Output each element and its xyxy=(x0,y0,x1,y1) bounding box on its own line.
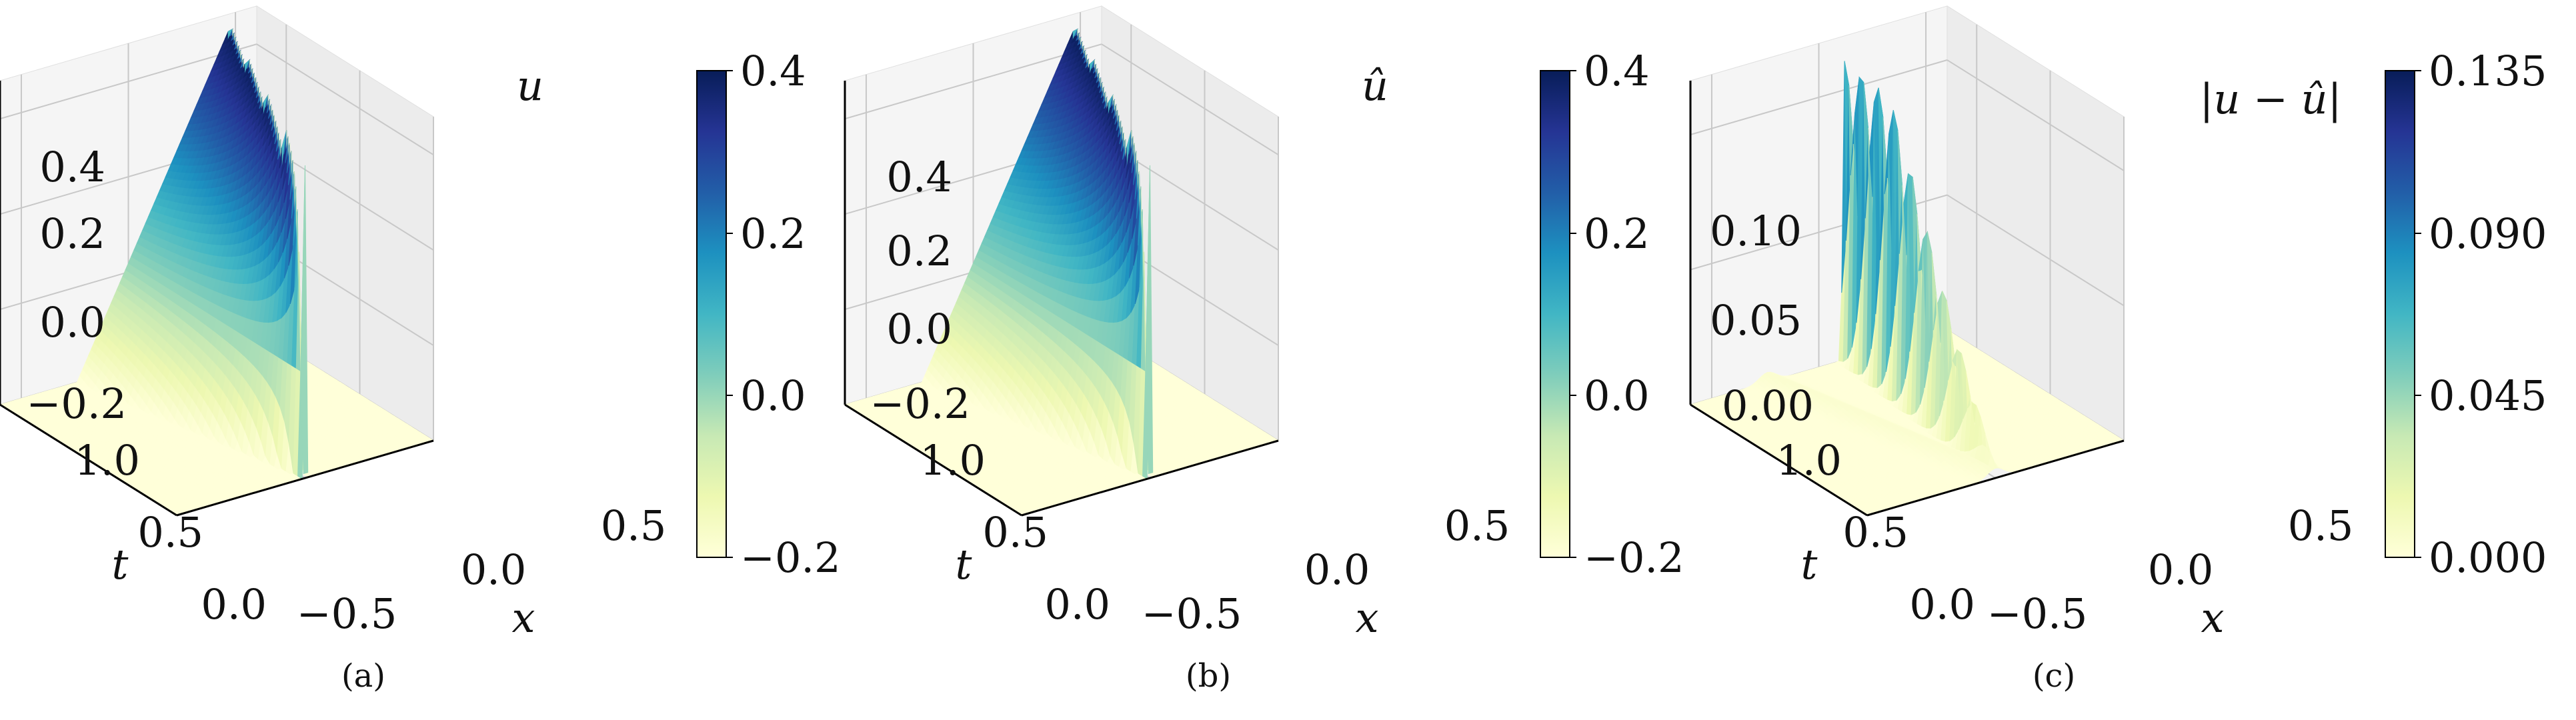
panel-a-z-tick-3: 0.4 xyxy=(39,143,105,191)
panel-b: û −0.2 0.0 0.2 0.4 0.0 0.5 1.0 t −0.5 0.… xyxy=(844,5,1684,695)
panel-a-x-label: x xyxy=(512,593,535,642)
panel-a-y-tick-1: 0.5 xyxy=(137,508,203,557)
panel-a-x-tick-1: 0.0 xyxy=(461,545,527,594)
panel-a-z-tick-1: 0.0 xyxy=(39,298,105,347)
panel-a-colorbar-tick-0: −0.2 xyxy=(740,533,841,582)
panel-a-colorbar xyxy=(696,70,727,558)
panel-a-grid-back-z-3 xyxy=(0,43,257,120)
panel-a: u −0.2 0.0 0.2 0.4 0.0 0.5 1.0 t −0.5 0.… xyxy=(0,5,841,695)
panel-a-y-tick-0: 0.0 xyxy=(201,580,267,629)
panel-a-caption: (a) xyxy=(341,657,385,695)
panel-a-x-tick-2: 0.5 xyxy=(601,501,667,550)
panel-a-z-tick-2: 0.2 xyxy=(39,209,105,258)
panel-a-surface xyxy=(0,28,435,516)
panel-a-colorbar-tick-1: 0.0 xyxy=(740,371,806,420)
panel-a-z-tick-0: −0.2 xyxy=(26,379,127,428)
panel-a-colorbar-tick-2: 0.2 xyxy=(740,209,806,258)
panel-a-grid-side-z-3 xyxy=(256,43,434,156)
panel-a-y-tick-2: 1.0 xyxy=(74,436,140,485)
panel-a-title: u xyxy=(517,61,543,110)
panel-a-colorbar-tick-3: 0.4 xyxy=(740,47,806,95)
panel-a-x-tick-0: −0.5 xyxy=(297,589,397,638)
panel-a-y-label: t xyxy=(112,540,129,589)
